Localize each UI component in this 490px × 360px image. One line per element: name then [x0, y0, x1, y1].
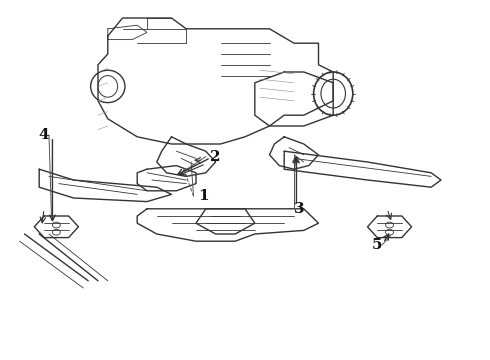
Polygon shape	[34, 216, 78, 238]
Polygon shape	[98, 18, 333, 144]
Polygon shape	[196, 209, 255, 234]
Polygon shape	[157, 137, 216, 176]
Polygon shape	[108, 25, 147, 40]
Polygon shape	[39, 169, 172, 202]
Polygon shape	[137, 209, 318, 241]
Polygon shape	[368, 216, 412, 238]
Polygon shape	[270, 137, 318, 169]
Polygon shape	[137, 166, 196, 191]
Text: 3: 3	[294, 202, 304, 216]
Polygon shape	[255, 72, 333, 126]
Text: 4: 4	[39, 128, 49, 142]
Text: 5: 5	[372, 238, 383, 252]
Polygon shape	[284, 151, 441, 187]
Text: 1: 1	[198, 189, 209, 203]
Text: 2: 2	[210, 150, 221, 163]
